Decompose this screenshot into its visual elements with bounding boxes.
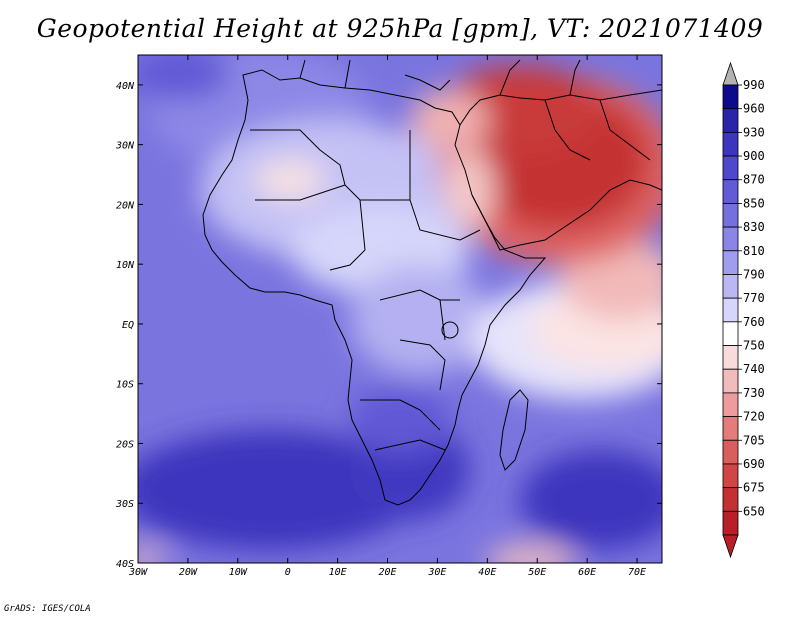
colorbar-swatch	[722, 345, 739, 370]
lon-tick-label: 60E	[578, 567, 596, 578]
lon-tick-label: 20W	[179, 567, 198, 578]
colorbar-label: 790	[743, 267, 765, 281]
lon-tick-label: 30W	[128, 567, 148, 578]
colorbar-label: 850	[743, 196, 765, 210]
colorbar-swatch	[722, 274, 739, 299]
colorbar-label: 960	[743, 102, 765, 116]
colorbar-label: 720	[743, 410, 765, 424]
colorbar: 990 960 930 900 870 850 830 810 790 770 760 750 740 7…	[722, 61, 765, 559]
colorbar-swatch	[722, 392, 739, 417]
colorbar-over-arrow	[722, 61, 739, 86]
colorbar-swatch	[722, 131, 739, 157]
colorbar-swatch	[722, 250, 739, 275]
latitude-axis: 40S 30S 20S 10S EQ 10N 20N 30N 40N	[115, 81, 662, 570]
colorbar-swatch	[722, 108, 739, 133]
colorbar-swatch	[722, 297, 739, 323]
lon-tick-label: 30E	[427, 567, 446, 578]
longitude-axis: 30W 20W 10W 0 10E 20E 30E 40E 50E 60E 70E	[128, 55, 646, 578]
colorbar-label: 740	[743, 362, 765, 376]
lon-tick-label: 20E	[378, 567, 396, 578]
colorbar-swatch	[722, 368, 739, 394]
colorbar-swatch	[722, 179, 739, 204]
colorbar-swatch	[722, 226, 739, 252]
lon-tick-label: 50E	[528, 567, 546, 578]
colorbar-swatch	[722, 463, 739, 489]
height-field	[138, 55, 662, 563]
lat-tick-label: 30S	[115, 499, 134, 510]
colorbar-under-arrow	[722, 534, 739, 559]
lon-tick-label: 40E	[478, 567, 496, 578]
colorbar-label: 810	[743, 244, 765, 258]
lat-tick-label: 20N	[116, 200, 135, 211]
lon-tick-label: 10W	[229, 567, 248, 578]
colorbar-label: 870	[743, 173, 765, 187]
lat-tick-label: 40N	[116, 81, 135, 92]
colorbar-swatch	[722, 510, 739, 536]
colorbar-label: 760	[743, 315, 765, 329]
lon-tick-label: 0	[285, 567, 291, 578]
colorbar-swatch	[722, 203, 739, 228]
credit-text: GrADS: IGES/COLA	[4, 604, 91, 614]
colorbar-label: 675	[743, 481, 765, 495]
map-frame	[137, 54, 663, 564]
colorbar-label: 900	[743, 149, 765, 163]
lat-tick-label: 30N	[115, 141, 135, 152]
coastlines	[202, 59, 662, 506]
colorbar-swatch	[722, 84, 739, 110]
colorbar-swatch	[722, 321, 739, 346]
lat-tick-label: EQ	[122, 320, 134, 331]
plot-title: Geopotential Height at 925hPa [gpm], VT:…	[36, 14, 764, 43]
colorbar-label: 750	[743, 339, 765, 353]
colorbar-label: 705	[743, 433, 765, 447]
lat-tick-label: 40S	[116, 559, 134, 570]
colorbar-label: 990	[743, 78, 765, 92]
colorbar-swatch	[722, 439, 739, 465]
colorbar-label: 770	[743, 291, 765, 305]
lat-tick-label: 10S	[116, 380, 134, 391]
colorbar-label: 690	[743, 457, 765, 471]
lon-tick-label: 70E	[628, 567, 646, 578]
colorbar-label: 930	[743, 125, 765, 139]
colorbar-swatch	[722, 487, 739, 512]
colorbar-swatch	[722, 416, 739, 441]
colorbar-label: 830	[743, 220, 765, 234]
colorbar-label: 650	[743, 504, 765, 518]
colorbar-label: 730	[743, 386, 765, 400]
colorbar-swatch	[722, 155, 739, 181]
lat-tick-label: 10N	[116, 260, 135, 271]
lat-tick-label: 20S	[116, 439, 134, 450]
lon-tick-label: 10E	[329, 567, 347, 578]
